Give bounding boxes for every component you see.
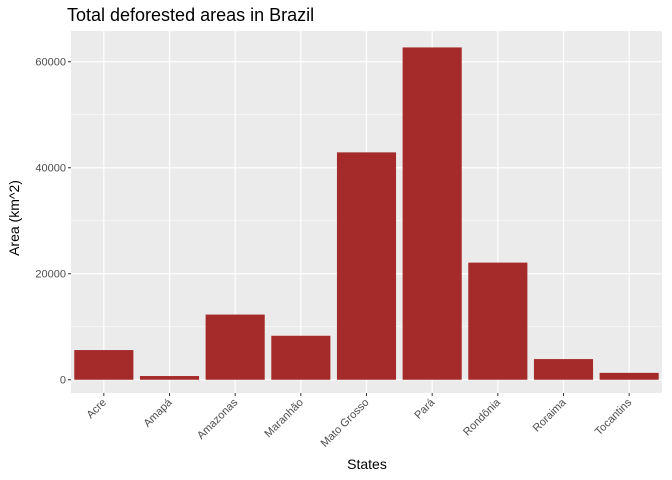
x-tick-label: Rondônia [461,396,503,438]
bar [599,372,659,380]
x-axis: Acre Amapá Amazonas Maranhão Mato Grosso Pará… [84,393,635,450]
x-tick-label: Maranhão [262,397,306,441]
chart-title: Total deforested areas in Brazil [67,5,314,25]
x-tick-label: Amapá [141,396,175,430]
x-tick-label: Amazonas [195,396,241,442]
y-axis: 0 20000 40000 60000 [35,57,71,387]
y-tick-label: 20000 [35,269,66,281]
bar [533,359,594,380]
bar [139,376,200,380]
bar [271,335,331,380]
x-tick-label: Pará [412,396,438,422]
bar [402,47,462,380]
bar [205,314,265,380]
y-axis-title: Area (km^2) [6,180,22,256]
x-tick-label: Acre [84,397,108,421]
bars [74,47,659,380]
y-tick-label: 60000 [35,57,66,69]
y-tick-label: 0 [60,375,66,387]
bar [468,262,528,380]
x-tick-label: Tocantins [593,396,635,438]
y-tick-label: 40000 [35,163,66,175]
x-axis-title: States [347,456,387,472]
bar [336,152,397,380]
bar [74,350,134,380]
x-tick-label: Mato Grosso [319,397,372,450]
x-tick-label: Roraima [531,396,570,435]
